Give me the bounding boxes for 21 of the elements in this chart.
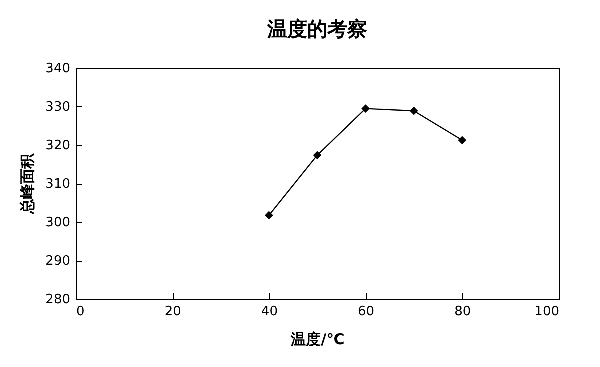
- y-tick-label: 340: [46, 62, 70, 76]
- x-tick-label: 80: [454, 304, 472, 320]
- y-tick-label: 300: [46, 216, 70, 230]
- chart-title: 温度的考察: [266, 17, 368, 41]
- point: [410, 106, 418, 116]
- y-tick-label: 290: [46, 254, 70, 269]
- x-tick-label: 0: [76, 304, 85, 320]
- x-tick-label: 100: [534, 304, 560, 320]
- y-tick-label: 330: [46, 100, 70, 115]
- point: [362, 104, 370, 113]
- y-tick-label: 320: [46, 138, 70, 154]
- y-tick-label: 310: [46, 177, 70, 192]
- y-tick-label: 280: [46, 292, 70, 308]
- x-tick-label: 40: [261, 304, 278, 320]
- point: [313, 151, 322, 160]
- point: [265, 211, 274, 220]
- x-tick-label: 20: [164, 304, 182, 320]
- x-axis-title: 温度/℃: [290, 330, 345, 348]
- x-tick-label: 60: [358, 304, 375, 320]
- y-axis-title: 总峰面积: [18, 153, 37, 215]
- point: [458, 136, 467, 145]
